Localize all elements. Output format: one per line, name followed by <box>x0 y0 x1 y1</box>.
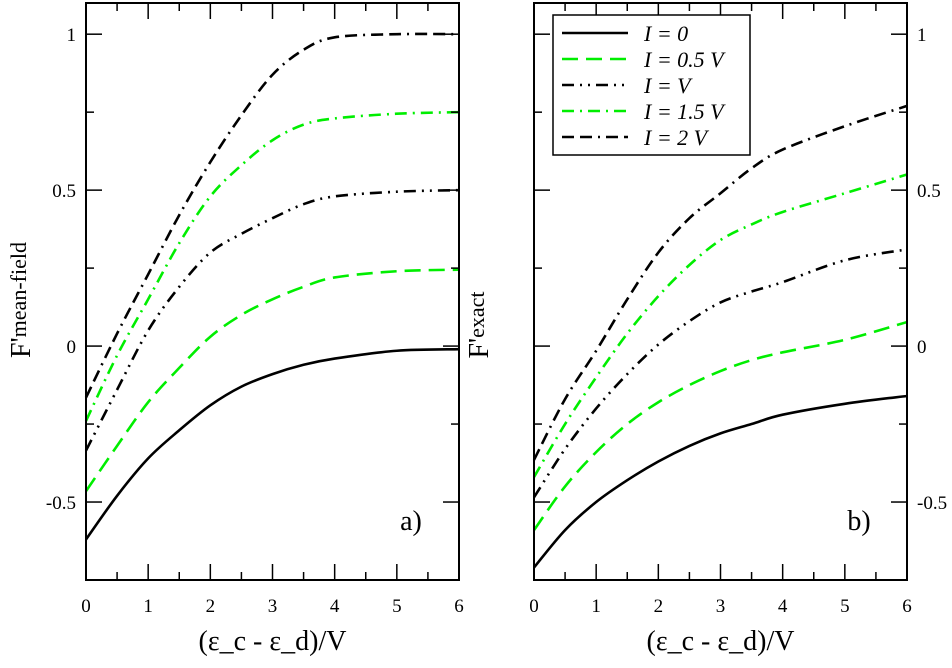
panel-a: 0 1 2 3 4 5 6 -0.5 0 0.5 1 (ε_c - ε_d)/V F'mean-fiel… <box>6 2 464 657</box>
x-tick-label: 3 <box>268 596 278 617</box>
y-tick-label: -0.5 <box>46 493 76 514</box>
y-axis-label-sub: mean-field <box>6 242 31 337</box>
y-axis-label: F'mean-field <box>6 242 37 358</box>
series-line-4 <box>84 32 460 399</box>
x-tick-label: 6 <box>902 596 912 617</box>
y-axis-label: F'exact <box>464 291 495 358</box>
x-tick-label: 4 <box>778 596 788 617</box>
series-line-2 <box>84 188 460 452</box>
series-line-0 <box>84 347 460 541</box>
series-line-0 <box>532 394 908 569</box>
series-line-3 <box>84 110 460 422</box>
x-tick-label: 3 <box>716 596 726 617</box>
legend-label-1: I = 0.5 V <box>643 47 726 72</box>
y-axis-label-main: F' <box>6 337 37 358</box>
legend-label-3: I = 1.5 V <box>643 99 726 124</box>
y-tick-label: 0 <box>67 337 77 358</box>
panel-b: 0 1 2 3 4 5 6 -0.5 0 0.5 1 (ε_c - ε_d)/V F'exact b) I … <box>464 2 947 657</box>
series-line-3 <box>532 173 908 478</box>
y-tick-label: 0.5 <box>917 181 941 202</box>
x-tick-label: 1 <box>591 596 601 617</box>
legend: I = 0I = 0.5 VI = VI = 1.5 VI = 2 V <box>552 14 751 156</box>
x-tick-label: 2 <box>654 596 664 617</box>
plot-frame <box>85 2 460 581</box>
legend-label-4: I = 2 V <box>643 125 710 150</box>
x-tick-label: 5 <box>392 596 402 617</box>
x-tick-label: 0 <box>81 596 91 617</box>
series-line-2 <box>532 248 908 499</box>
y-tick-label: 0.5 <box>52 181 76 202</box>
legend-box <box>552 14 751 156</box>
series-line-4 <box>532 104 908 461</box>
x-tick-label: 4 <box>330 596 340 617</box>
x-tick-label: 5 <box>840 596 850 617</box>
x-tick-label: 1 <box>143 596 153 617</box>
panel-label: b) <box>847 506 870 537</box>
y-tick-label: 1 <box>67 25 77 46</box>
y-axis-label-main: F' <box>464 338 495 359</box>
x-tick-label: 0 <box>529 596 539 617</box>
y-tick-label: -0.5 <box>917 493 947 514</box>
series-line-1 <box>532 320 908 531</box>
legend-label-0: I = 0 <box>643 21 688 46</box>
series-line-1 <box>84 268 460 492</box>
x-axis-label: (ε_c - ε_d)/V <box>647 626 795 657</box>
x-axis-label: (ε_c - ε_d)/V <box>199 626 347 657</box>
panel-label: a) <box>400 506 422 537</box>
x-tick-label: 6 <box>454 596 464 617</box>
x-tick-label: 2 <box>206 596 216 617</box>
y-axis-label-sub: exact <box>464 291 489 337</box>
y-tick-label: 0 <box>917 337 927 358</box>
y-tick-label: 1 <box>917 25 927 46</box>
legend-label-2: I = V <box>643 73 693 98</box>
